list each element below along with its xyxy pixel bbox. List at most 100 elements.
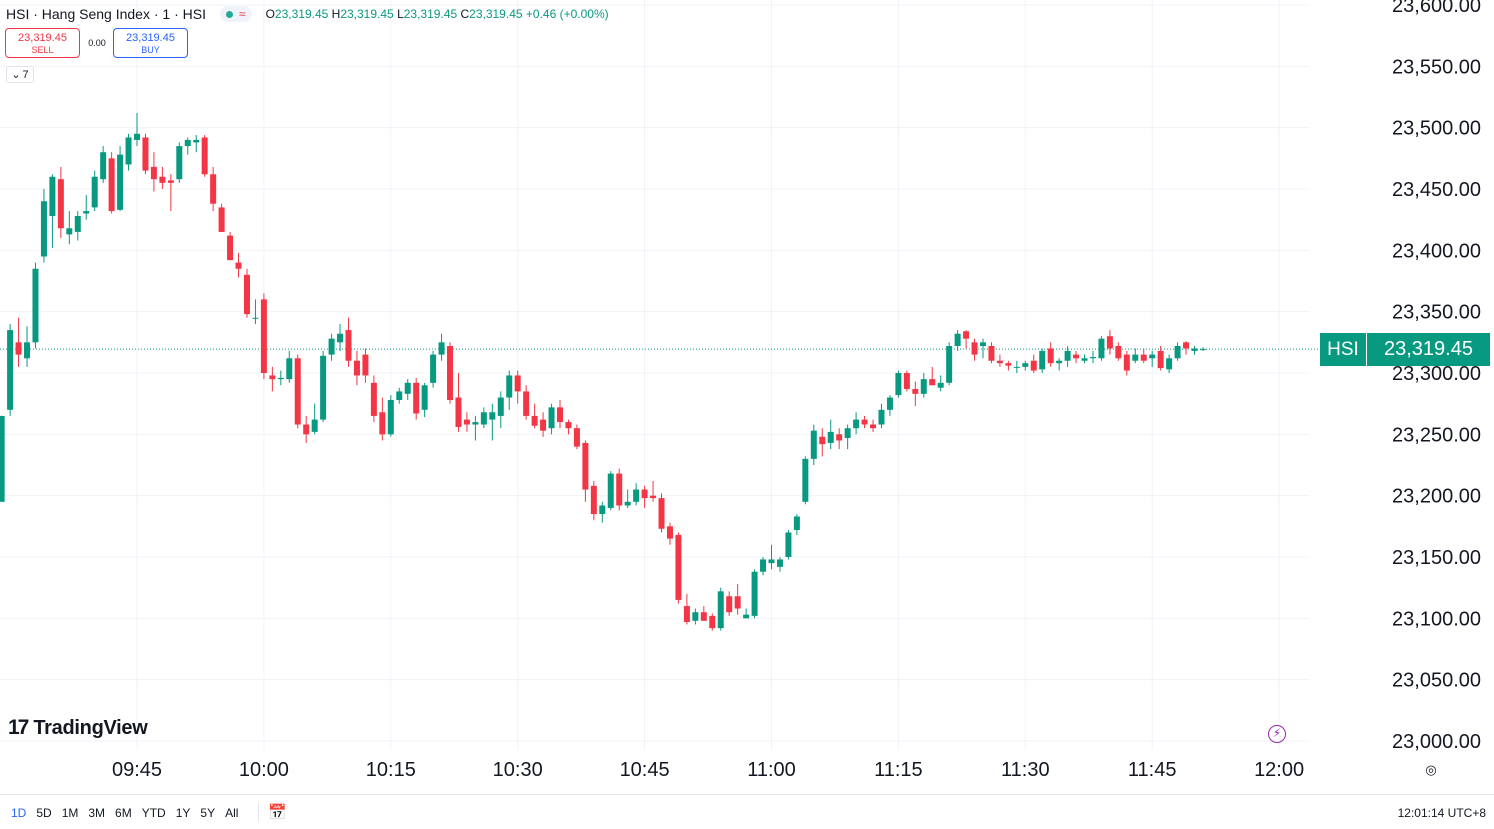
sell-price: 23,319.45 xyxy=(18,32,67,44)
candlestick-chart[interactable]: 23,000.00 23,050.00 23,100.00 23,150.00 23,2… xyxy=(0,0,1494,794)
period-5y[interactable]: 5Y xyxy=(200,806,216,820)
candle-body xyxy=(193,139,200,143)
high-label: H xyxy=(331,7,341,21)
candle-body xyxy=(760,559,767,572)
candle-body xyxy=(370,382,377,416)
candle-body xyxy=(328,338,335,355)
time-axis[interactable]: 509:4510:0010:1510:3010:4511:0011:1511:3… xyxy=(0,759,1304,781)
calendar-range-icon[interactable]: 📅 xyxy=(268,804,287,821)
candle-body xyxy=(210,174,217,204)
candle-body xyxy=(497,397,504,416)
candle-body xyxy=(294,358,301,425)
candle-body xyxy=(83,211,90,214)
candle-body xyxy=(489,412,496,420)
settings-icon[interactable]: ◎ xyxy=(1425,762,1437,777)
period-all[interactable]: All xyxy=(225,806,239,820)
indicators-toggle[interactable]: ⌄ 7 xyxy=(6,66,34,83)
candle-body xyxy=(1115,346,1122,359)
candle-body xyxy=(666,526,673,539)
price-axis[interactable]: 23,000.00 23,050.00 23,100.00 23,150.00 23,2… xyxy=(1392,0,1481,753)
time-tick-label: 09:45 xyxy=(112,759,162,781)
candle-body xyxy=(971,342,978,355)
candle-body xyxy=(7,330,14,410)
chevron-down-icon: ⌄ xyxy=(11,69,21,81)
candle-body xyxy=(1191,348,1198,351)
candle-body xyxy=(920,379,927,394)
candle-body xyxy=(184,139,191,147)
candle-body xyxy=(277,377,284,380)
candle-body xyxy=(658,498,665,529)
period-1d[interactable]: 1D xyxy=(11,806,27,820)
candle-body xyxy=(286,358,293,380)
candle-body xyxy=(1081,358,1088,361)
candle-body xyxy=(1056,360,1063,364)
time-tick-label: 10:45 xyxy=(620,759,670,781)
candle-body xyxy=(607,473,614,508)
period-3m[interactable]: 3M xyxy=(88,806,106,820)
symbol-title[interactable]: HSI · Hang Seng Index · 1 · HSI xyxy=(6,6,206,22)
period-1y[interactable]: 1Y xyxy=(175,806,191,820)
buy-button[interactable]: 23,319.45 BUY xyxy=(113,28,188,58)
candle-body xyxy=(709,615,716,629)
candle-body xyxy=(573,428,580,447)
candle-body xyxy=(751,571,758,616)
candle-body xyxy=(523,391,530,416)
candle-body xyxy=(15,342,22,355)
candle-body xyxy=(320,355,327,420)
candle-body xyxy=(438,342,445,355)
period-ytd[interactable]: YTD xyxy=(141,806,166,820)
candle-body xyxy=(548,407,555,429)
candle-body xyxy=(903,373,910,389)
sell-button[interactable]: 23,319.45 SELL xyxy=(5,28,80,58)
candle-body xyxy=(996,360,1003,364)
candle-body xyxy=(243,274,250,315)
candle-body xyxy=(337,333,344,343)
candle-body xyxy=(0,415,5,502)
period-1m[interactable]: 1M xyxy=(61,806,79,820)
candle-body xyxy=(1149,354,1156,359)
candle-body xyxy=(785,532,792,557)
tradingview-logo[interactable]: 17 TradingView xyxy=(8,716,148,740)
time-tick-label: 11:00 xyxy=(747,759,796,781)
lightning-icon[interactable]: ⚡ xyxy=(1268,725,1286,743)
price-tick-label: 23,000.00 xyxy=(1392,731,1481,753)
candle-body xyxy=(134,133,140,140)
candle-body xyxy=(878,409,885,425)
period-5d[interactable]: 5D xyxy=(36,806,52,820)
candle-body xyxy=(810,430,817,459)
price-tick-label: 23,400.00 xyxy=(1392,240,1481,262)
candle-body xyxy=(827,431,834,443)
candle-body xyxy=(311,419,318,432)
candle-body xyxy=(362,354,369,376)
candle-body xyxy=(582,442,589,490)
candle-body xyxy=(1089,357,1096,359)
candle-body xyxy=(117,154,124,210)
candle-body xyxy=(421,385,428,410)
candle-body xyxy=(624,501,631,506)
candle-body xyxy=(683,606,690,623)
candle-body xyxy=(472,422,479,425)
candle-body xyxy=(836,434,843,441)
ohlc-values: O23,319.45 H23,319.45 L23,319.45 C23,319… xyxy=(266,7,609,21)
period-6m[interactable]: 6M xyxy=(115,806,132,820)
candle-body xyxy=(641,489,648,499)
time-tick-label: 10:30 xyxy=(493,759,543,781)
candle-body xyxy=(125,137,132,165)
candle-body xyxy=(1030,360,1037,371)
high-value: 23,319.45 xyxy=(340,7,394,21)
candle-body xyxy=(40,201,47,257)
open-label: O xyxy=(265,7,275,21)
candle-body xyxy=(1022,363,1029,367)
candle-body xyxy=(853,419,860,429)
market-status[interactable]: ≈ xyxy=(219,6,252,22)
symbol-legend[interactable]: HSI · Hang Seng Index · 1 · HSI ≈ O 23,31… xyxy=(6,5,609,23)
candle-body xyxy=(252,317,259,319)
bottom-toolbar: 1D 5D 1M 3M 6M YTD 1Y 5Y All 📅 12:01:14 … xyxy=(0,794,1494,829)
candle-body xyxy=(142,137,149,171)
price-tick-label: 23,100.00 xyxy=(1392,608,1481,630)
candle-body xyxy=(912,388,919,394)
candle-body xyxy=(57,179,64,229)
clock[interactable]: 12:01:14 UTC+8 xyxy=(1397,806,1486,820)
candle-body xyxy=(463,419,470,425)
candle-body xyxy=(150,166,157,180)
